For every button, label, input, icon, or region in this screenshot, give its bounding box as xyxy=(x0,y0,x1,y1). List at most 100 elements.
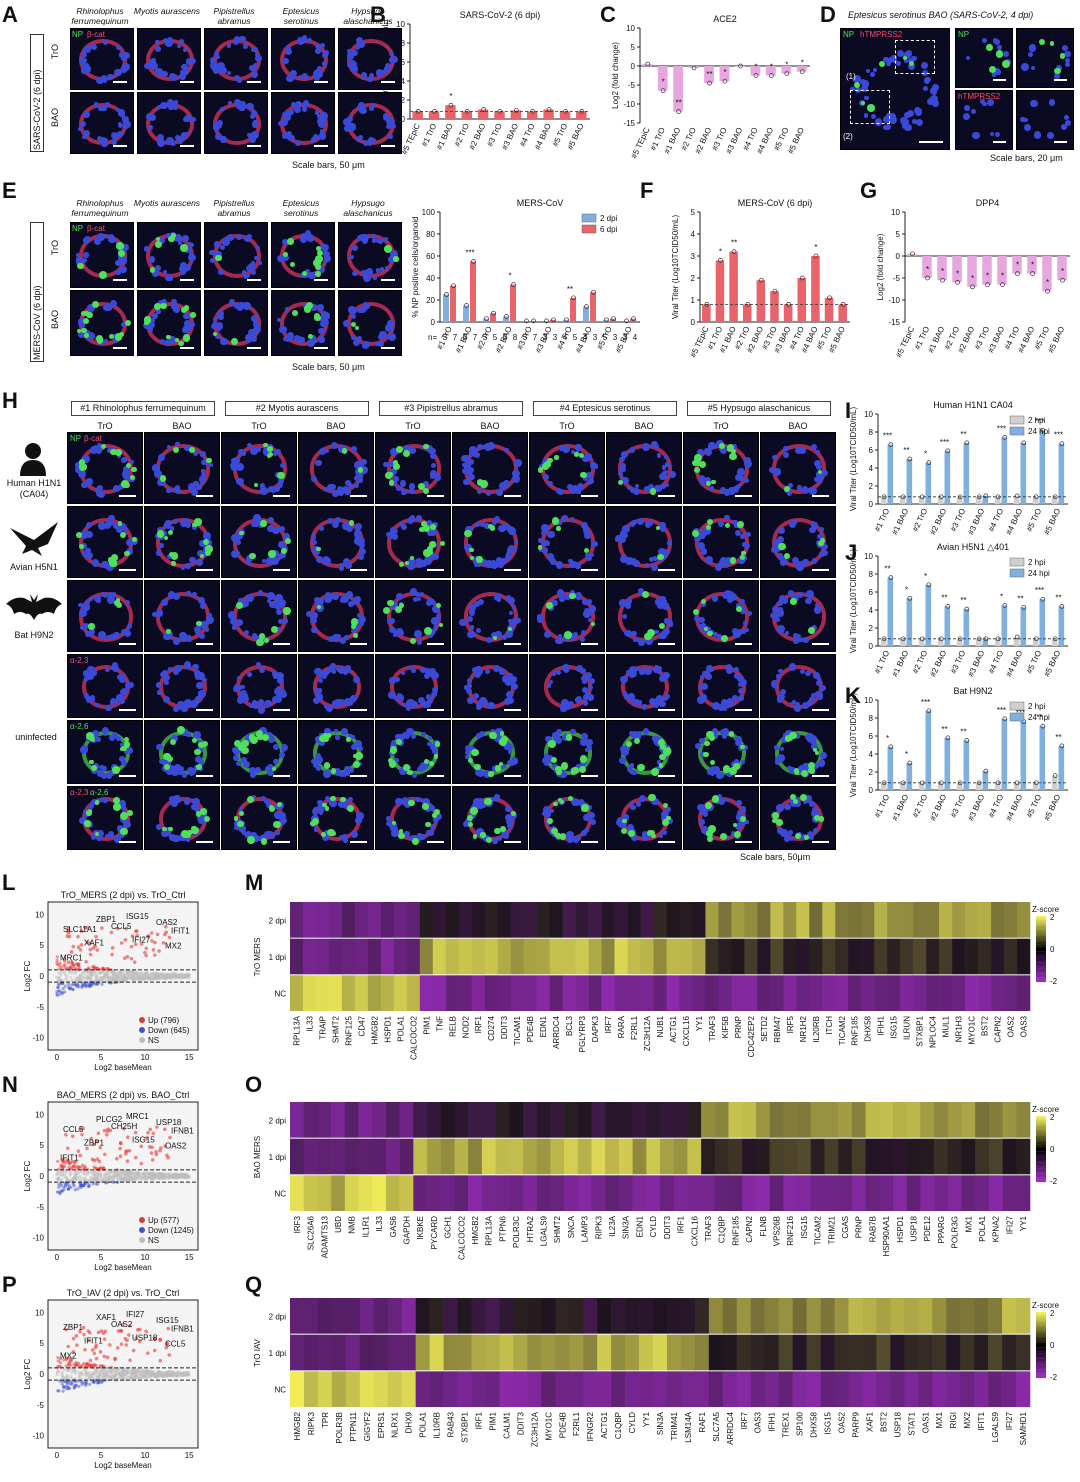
heatmap-cell xyxy=(583,1334,598,1371)
heatmap-cell xyxy=(731,975,745,1011)
heatmap-cell xyxy=(939,938,953,975)
significance-mark: * xyxy=(924,450,927,459)
heatmap-cell xyxy=(481,1175,496,1211)
gene-label: ZBP1 xyxy=(63,1323,84,1332)
colorbar-segment xyxy=(1036,1118,1046,1121)
chart-title: MERS-CoV (6 dpi) xyxy=(738,198,813,208)
heatmap-cell xyxy=(597,1371,612,1407)
species-label: Hypsugo alaschanicus xyxy=(343,198,393,218)
heatmap-cell xyxy=(317,1371,333,1407)
heatmap-cell xyxy=(932,1371,947,1407)
heatmap-cell xyxy=(510,902,524,938)
x-tick-label: #5 BAO xyxy=(1042,507,1062,536)
nucleus xyxy=(82,134,87,139)
legend-swatch xyxy=(1009,557,1025,567)
heatmap-cell xyxy=(961,1138,976,1175)
nucleus xyxy=(644,486,650,492)
bar xyxy=(719,66,730,82)
heatmap-cell xyxy=(687,1102,702,1138)
gene-point-up xyxy=(105,1355,110,1360)
nucleus xyxy=(102,303,111,312)
micrograph xyxy=(137,28,201,90)
bar xyxy=(1051,496,1058,504)
heatmap-cell xyxy=(750,1371,766,1407)
bar xyxy=(963,609,970,646)
gene-point xyxy=(63,972,67,977)
infected-cell xyxy=(131,537,137,543)
heatmap-gene-label: IRF7 xyxy=(740,1411,749,1429)
gene-label: CCL5 xyxy=(111,922,132,931)
heatmap-gene-label: CALM1 xyxy=(502,1411,511,1438)
heatmap-gene-label: RIPK3 xyxy=(307,1411,316,1435)
bar xyxy=(1013,782,1020,790)
bar xyxy=(623,320,629,322)
data-point xyxy=(1014,634,1020,640)
nucleus xyxy=(235,550,240,555)
nucleus xyxy=(904,111,911,119)
significance-mark: * xyxy=(1000,593,1003,602)
bar xyxy=(443,294,449,322)
gene-point xyxy=(93,970,98,975)
data-point xyxy=(888,744,894,750)
scale-bar xyxy=(196,495,213,497)
gene-point xyxy=(105,978,109,982)
heatmap-cell xyxy=(393,938,408,975)
y-tick-label: -5 xyxy=(37,1401,45,1410)
heatmap-cell xyxy=(373,1371,389,1407)
heatmap-cell xyxy=(679,902,693,938)
data-point xyxy=(910,251,915,257)
gene-point xyxy=(70,1382,74,1387)
heatmap-gene-label: YY1 xyxy=(1019,1215,1028,1231)
heatmap-cell xyxy=(757,902,771,938)
data-point xyxy=(964,738,970,743)
infected-cell xyxy=(818,540,824,547)
heatmap-gene-label: TRAIP xyxy=(318,1016,327,1040)
significance-mark: ** xyxy=(1017,594,1023,603)
column-label: BAO xyxy=(634,421,654,431)
bar xyxy=(906,459,913,504)
gene-label: MRC1 xyxy=(126,1112,149,1121)
nucleus xyxy=(814,459,822,467)
heatmap-gene-label: HSP90AA1 xyxy=(882,1215,891,1256)
gene-point xyxy=(171,1172,175,1176)
nucleus xyxy=(234,464,240,469)
heatmap-gene-label: PIM1 xyxy=(422,1015,431,1034)
colorbar-segment xyxy=(1036,953,1046,956)
micrograph xyxy=(137,92,201,154)
heatmap-cell xyxy=(705,902,719,938)
micrograph xyxy=(606,432,682,504)
n-value: 7 xyxy=(533,333,538,342)
nucleus xyxy=(96,76,104,85)
nucleus xyxy=(238,301,246,310)
infected-cell xyxy=(202,539,209,546)
gene-point-up xyxy=(88,952,93,957)
gene-point-up xyxy=(139,1161,144,1166)
heatmap-cell xyxy=(744,902,758,938)
data-point xyxy=(926,460,932,465)
nucleus xyxy=(379,267,385,272)
data-point xyxy=(731,249,737,254)
gene-point-up xyxy=(102,1337,107,1341)
nucleus xyxy=(310,534,316,540)
gene-point-up xyxy=(115,1345,120,1350)
heatmap-cell xyxy=(527,1334,542,1371)
legend-label: NS xyxy=(148,1036,159,1045)
heatmap-cell xyxy=(454,1138,469,1175)
y-tick-label: 0 xyxy=(40,972,45,981)
heatmap-cell xyxy=(714,1102,729,1138)
heatmap-cell xyxy=(978,975,992,1011)
y-tick-label: 6 xyxy=(401,58,406,67)
heatmap-cell xyxy=(331,1334,347,1371)
gene-point-up xyxy=(157,949,161,953)
heatmap-gene-label: CXCL16 xyxy=(690,1215,699,1246)
heatmap-cell xyxy=(290,902,304,938)
x-tick-label: #4 BAO xyxy=(1004,793,1024,822)
gene-point-up xyxy=(133,1155,138,1160)
gene-label: ISG15 xyxy=(156,1316,179,1325)
nucleus xyxy=(584,552,589,558)
heatmap-cell xyxy=(481,1102,496,1138)
gene-point xyxy=(185,1173,189,1177)
heatmap-cell xyxy=(848,1298,863,1334)
colorbar-segment xyxy=(1036,1138,1046,1141)
heatmap-cell xyxy=(848,1371,863,1407)
